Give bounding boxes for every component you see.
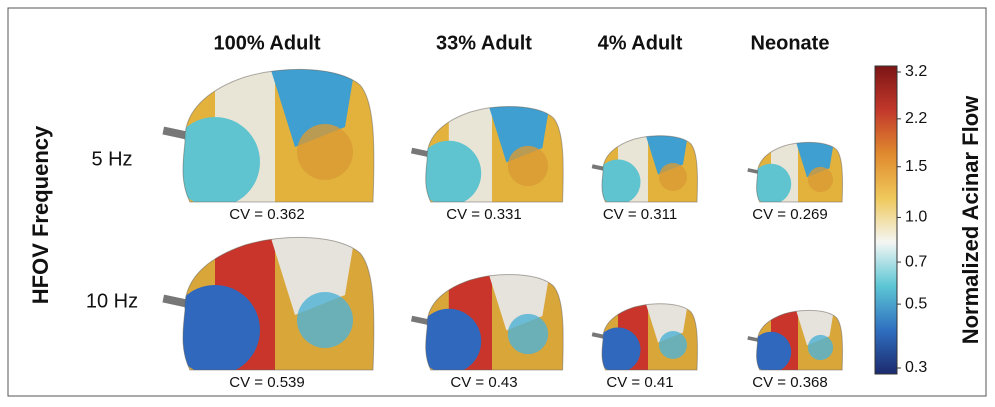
cv-label: CV = 0.41 — [606, 374, 673, 391]
region — [808, 167, 833, 192]
lung-regions — [170, 235, 375, 375]
column-header: 4% Adult — [598, 32, 683, 54]
cv-prefix: CV = — [229, 374, 263, 391]
cv-value: 0.41 — [644, 374, 673, 391]
region — [297, 292, 353, 348]
colorbar-tick-label: 2.2 — [905, 110, 927, 127]
lung-image — [592, 135, 698, 205]
figure: HFOV Frequency Normalized Acinar Flow 10… — [0, 0, 995, 407]
colorbar-tick-label: 3.2 — [905, 63, 927, 80]
colorbar — [875, 66, 897, 374]
lung-regions — [416, 273, 564, 374]
region — [508, 146, 548, 186]
cv-prefix: CV = — [752, 374, 786, 391]
cv-label: CV = 0.269 — [752, 206, 827, 223]
colorbar-label: Normalized Acinar Flow — [958, 95, 983, 344]
cv-prefix: CV = — [752, 206, 786, 223]
region — [808, 335, 833, 360]
lung-image — [411, 105, 564, 206]
cv-label: CV = 0.43 — [450, 374, 517, 391]
lung-image — [162, 235, 375, 375]
cv-label: CV = 0.362 — [229, 206, 304, 223]
cv-prefix: CV = — [603, 206, 637, 223]
column-header: Neonate — [751, 32, 830, 54]
lung-image — [747, 309, 843, 372]
row-label: 5 Hz — [91, 148, 132, 170]
cv-value: 0.269 — [790, 206, 828, 223]
lung-image — [411, 273, 564, 374]
colorbar-tick-label: 0.3 — [905, 359, 927, 376]
lung-regions — [170, 67, 375, 207]
colorbar-tick-label: 0.5 — [905, 295, 927, 312]
region — [508, 314, 548, 354]
cv-label: CV = 0.331 — [446, 206, 521, 223]
colorbar-tick-label: 1.5 — [905, 158, 927, 175]
cv-value: 0.43 — [488, 374, 517, 391]
lung-image — [592, 303, 698, 373]
cv-prefix: CV = — [446, 206, 480, 223]
cv-value: 0.331 — [484, 206, 522, 223]
region — [659, 163, 687, 191]
cv-label: CV = 0.368 — [752, 374, 827, 391]
cv-value: 0.539 — [267, 374, 305, 391]
cv-value: 0.311 — [641, 206, 677, 223]
cv-prefix: CV = — [606, 374, 640, 391]
lung-regions — [416, 105, 564, 206]
cv-prefix: CV = — [229, 206, 263, 223]
lung-image — [162, 67, 375, 207]
lung-regions — [751, 309, 843, 372]
cv-label: CV = 0.539 — [229, 374, 304, 391]
column-header: 100% Adult — [213, 32, 320, 54]
row-axis-label: HFOV Frequency — [28, 125, 53, 304]
region — [297, 124, 353, 180]
row-label: 10 Hz — [86, 290, 138, 312]
region — [659, 331, 687, 359]
column-header: 33% Adult — [436, 32, 532, 54]
lung-image — [747, 141, 843, 204]
colorbar-tick-label: 1.0 — [905, 209, 927, 226]
lung-regions — [596, 303, 699, 373]
lung-regions — [596, 135, 699, 205]
lung-regions — [751, 141, 843, 204]
cv-label: CV = 0.311 — [603, 206, 677, 223]
cv-value: 0.368 — [790, 374, 828, 391]
cv-value: 0.362 — [267, 206, 305, 223]
colorbar-tick-label: 0.7 — [905, 253, 927, 270]
cv-prefix: CV = — [450, 374, 484, 391]
